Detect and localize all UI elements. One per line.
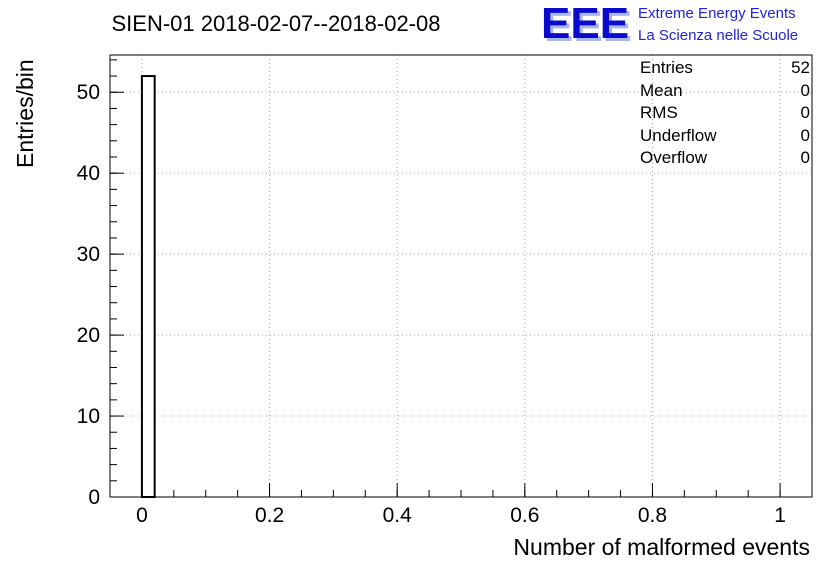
x-tick-label: 0.8 <box>638 504 667 527</box>
stats-value: 0 <box>800 103 810 122</box>
eee-logo-tagline: Extreme Energy Events La Scienza nelle S… <box>638 3 798 45</box>
y-tick-label: 40 <box>77 162 100 185</box>
y-tick-label: 0 <box>88 486 100 509</box>
x-tick-label: 0.4 <box>383 504 413 527</box>
logo-line-2: La Scienza nelle Scuole <box>638 27 799 44</box>
stats-value: 0 <box>800 125 810 145</box>
stats-value: 0 <box>800 148 810 167</box>
stats-row: RMS 0 <box>640 102 810 125</box>
histogram-bar <box>140 75 156 499</box>
y-tick-label: 10 <box>77 405 100 428</box>
stats-row: Entries 52 <box>640 57 810 80</box>
x-tick-label: 0.2 <box>255 504 284 527</box>
x-tick-label: 0.6 <box>510 504 539 527</box>
stats-label: Entries <box>640 58 693 77</box>
stats-row: Mean 0 <box>640 80 810 103</box>
stats-label: Overflow <box>640 148 708 167</box>
eee-logo: EEE Extreme Energy Events La Scienza nel… <box>541 0 798 48</box>
stats-label: Underflow <box>640 125 717 145</box>
plot-title: SIEN-01 2018-02-07--2018-02-08 <box>111 11 441 36</box>
y-tick-label: 50 <box>77 81 100 104</box>
stats-row: Overflow 0 <box>640 147 810 170</box>
stats-value: 52 <box>791 58 810 77</box>
stats-value: 0 <box>800 80 810 100</box>
stats-box: Entries 52 Mean 0 RMS 0 Underflow 0 Overflow 0 <box>640 57 810 170</box>
stats-row: Underflow 0 <box>640 125 810 148</box>
x-axis-title: Number of malformed events <box>513 534 810 560</box>
y-tick-label: 20 <box>77 324 100 347</box>
x-tick-label: 0 <box>136 504 148 527</box>
logo-line-1: Extreme Energy Events <box>638 5 796 22</box>
stats-label: Mean <box>640 80 683 100</box>
x-tick-label: 1 <box>774 504 786 527</box>
stats-label: RMS <box>640 103 678 122</box>
y-tick-label: 30 <box>77 243 100 266</box>
eee-logo-acronym: EEE <box>541 0 630 48</box>
